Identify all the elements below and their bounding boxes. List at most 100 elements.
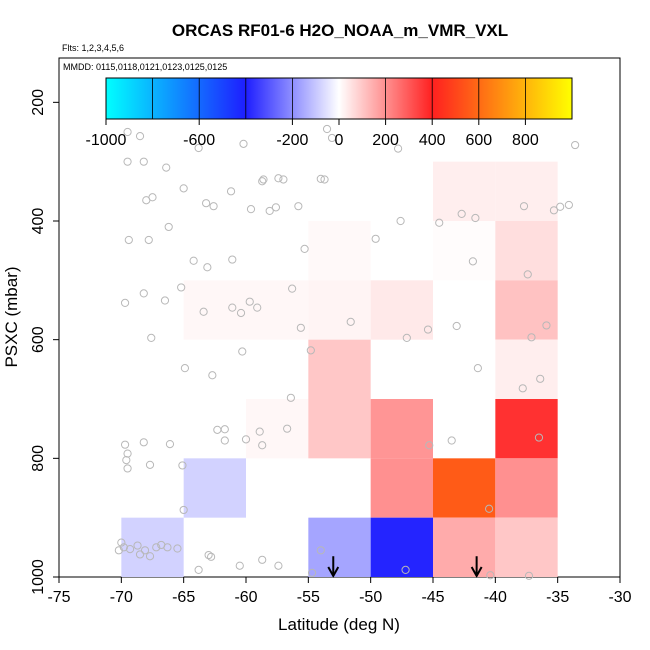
observation-point <box>435 218 444 227</box>
observation-point <box>220 436 229 445</box>
observation-point <box>144 235 153 245</box>
observation-point <box>119 543 128 552</box>
observation-point <box>396 216 405 226</box>
y-axis: 200 400 600 800 1000 <box>30 89 59 595</box>
x-tick-label: -55 <box>297 589 320 606</box>
x-tick-label: -45 <box>421 589 444 606</box>
observation-point <box>401 565 410 574</box>
observation-point <box>178 461 187 470</box>
observation-point <box>283 424 292 433</box>
colorbar-tick-label: 200 <box>372 132 399 149</box>
observation-point <box>124 235 133 245</box>
x-tick-label: -30 <box>608 589 631 606</box>
observation-point <box>371 234 380 243</box>
observation-point <box>139 438 148 447</box>
observation-point <box>288 284 297 293</box>
colorbar-tick-label: -200 <box>276 132 308 149</box>
observation-point <box>123 449 132 458</box>
observation-point <box>447 436 456 445</box>
observation-point <box>241 435 251 444</box>
observation-point <box>556 202 565 211</box>
colorbar-tick-label: -1000 <box>86 132 127 149</box>
x-tick-label: -50 <box>359 589 382 606</box>
colorbar-ticks: -1000 -600 -200 0 200 400 600 800 <box>86 78 539 149</box>
observation-point <box>139 289 148 298</box>
observation-point <box>423 325 433 334</box>
observation-point <box>518 384 527 393</box>
observation-point <box>139 157 148 166</box>
y-tick-label: 200 <box>30 89 47 116</box>
observation-point <box>204 550 213 560</box>
observation-point <box>152 543 161 552</box>
observation-point <box>209 202 218 211</box>
observation-point <box>164 222 173 232</box>
x-tick-label: -65 <box>172 589 195 606</box>
observation-point <box>140 546 150 555</box>
x-axis: -75 -70 -65 -60 -55 -50 -45 -40 -35 -30 <box>47 577 632 606</box>
y-tick-label: 400 <box>30 208 47 235</box>
y-tick-label: 1000 <box>30 559 47 595</box>
observation-point <box>202 199 211 208</box>
observation-point <box>228 255 237 264</box>
colorbar-tick-label: 800 <box>512 132 539 149</box>
observation-point <box>306 346 315 355</box>
observation-point <box>564 200 573 210</box>
x-tick-label: -70 <box>110 589 133 606</box>
observation-point <box>294 202 303 211</box>
observation-point <box>239 139 248 148</box>
x-axis-label: Latitude (deg N) <box>278 615 400 634</box>
heatmap-cell <box>495 221 558 281</box>
heatmap-cells <box>121 161 558 577</box>
heatmap-cell <box>370 399 433 459</box>
observation-point <box>519 202 529 211</box>
observation-point <box>160 296 170 305</box>
observation-point <box>246 205 256 214</box>
observation-point <box>177 283 186 292</box>
observation-point <box>189 256 198 265</box>
observation-point <box>452 321 461 331</box>
observation-point <box>213 425 222 434</box>
observation-point <box>534 433 544 442</box>
observation-point <box>180 364 190 373</box>
observation-point <box>194 143 203 153</box>
observation-point <box>536 374 545 383</box>
y-tick-label: 800 <box>30 445 47 472</box>
observation-point <box>258 555 267 564</box>
heatmap-cell <box>370 280 433 340</box>
x-tick-label: -40 <box>484 589 507 606</box>
observation-point <box>220 425 229 434</box>
observation-point <box>145 460 155 469</box>
observation-point <box>259 175 268 184</box>
colorbar-tick-label: 600 <box>465 132 492 149</box>
observation-point <box>327 133 337 143</box>
observation-point <box>238 347 247 356</box>
observation-point <box>135 550 145 559</box>
observation-point <box>147 333 156 342</box>
heatmap-cell <box>308 399 371 459</box>
observation-point <box>253 303 262 312</box>
heatmap-cell <box>495 399 558 459</box>
heatmap-cell <box>433 517 496 577</box>
observation-point <box>468 257 477 266</box>
observation-point <box>279 175 288 184</box>
colorbar-gradient <box>105 77 573 120</box>
observation-point <box>245 297 254 306</box>
observation-point <box>473 364 482 373</box>
colorbar-tick-label: 0 <box>335 132 344 149</box>
colorbar-tick-label: -600 <box>183 132 215 149</box>
observation-point <box>165 439 175 449</box>
observation-point <box>228 303 237 312</box>
heatmap-cell <box>308 339 371 399</box>
heatmap-cell <box>433 458 496 518</box>
observation-point <box>163 543 172 552</box>
observation-point <box>322 124 332 134</box>
observation-point <box>120 298 130 307</box>
observation-point <box>179 505 188 515</box>
observation-point <box>125 545 135 554</box>
observation-point <box>258 441 267 450</box>
observation-point <box>402 333 411 342</box>
observation-point <box>274 174 283 183</box>
heatmap-cell <box>308 280 371 340</box>
heatmap-cell <box>370 458 433 518</box>
heatmap-cell <box>495 458 558 518</box>
